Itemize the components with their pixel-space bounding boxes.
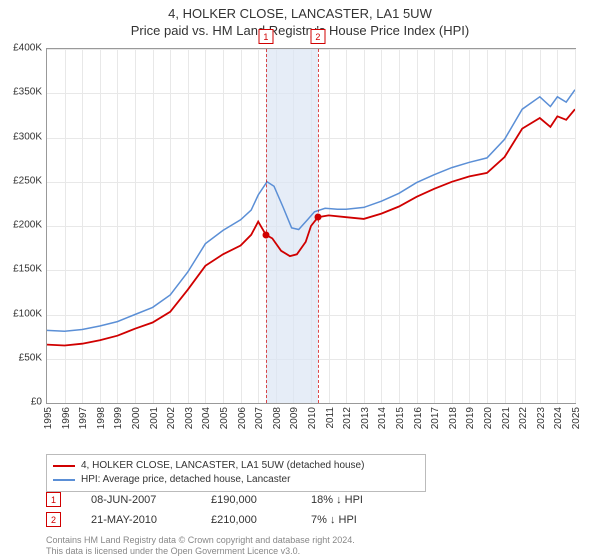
sale-delta: 7% ↓ HPI	[311, 514, 357, 526]
x-axis-label: 1998	[96, 407, 107, 429]
x-axis-label: 2007	[254, 407, 265, 429]
sale-marker-icon: 2	[46, 512, 61, 527]
sale-dot	[262, 231, 269, 238]
y-axis-label: £150K	[0, 264, 42, 275]
price-chart: 12	[46, 48, 576, 404]
x-axis-label: 2011	[325, 407, 336, 429]
sale-row: 2 21-MAY-2010 £210,000 7% ↓ HPI	[46, 512, 363, 527]
sale-price: £190,000	[211, 494, 281, 506]
x-axis-label: 2015	[395, 407, 406, 429]
legend-swatch	[53, 479, 75, 481]
x-axis-label: 2013	[360, 407, 371, 429]
sale-date: 08-JUN-2007	[91, 494, 181, 506]
x-axis-label: 2000	[131, 407, 142, 429]
x-axis-label: 2017	[430, 407, 441, 429]
sale-price: £210,000	[211, 514, 281, 526]
x-axis-label: 2006	[237, 407, 248, 429]
x-axis-label: 2004	[201, 407, 212, 429]
legend-label: HPI: Average price, detached house, Lanc…	[81, 473, 290, 487]
sales-table: 1 08-JUN-2007 £190,000 18% ↓ HPI 2 21-MA…	[46, 492, 363, 532]
x-axis-label: 2022	[518, 407, 529, 429]
x-axis-label: 2003	[184, 407, 195, 429]
x-axis-label: 2018	[448, 407, 459, 429]
y-axis-label: £250K	[0, 175, 42, 186]
sale-marker-chart: 1	[258, 29, 273, 44]
y-axis-label: £400K	[0, 43, 42, 54]
footer-line2: This data is licensed under the Open Gov…	[46, 546, 355, 557]
y-axis-label: £0	[0, 397, 42, 408]
x-axis-label: 2021	[501, 407, 512, 429]
x-axis-label: 1996	[61, 407, 72, 429]
y-axis-label: £300K	[0, 131, 42, 142]
legend: 4, HOLKER CLOSE, LANCASTER, LA1 5UW (det…	[46, 454, 426, 492]
x-axis-label: 2023	[536, 407, 547, 429]
x-axis-label: 2005	[219, 407, 230, 429]
legend-swatch	[53, 465, 75, 467]
sale-row: 1 08-JUN-2007 £190,000 18% ↓ HPI	[46, 492, 363, 507]
y-axis-label: £100K	[0, 308, 42, 319]
footer-attribution: Contains HM Land Registry data © Crown c…	[46, 535, 355, 557]
x-axis-label: 2002	[166, 407, 177, 429]
sale-vline	[266, 49, 267, 403]
legend-item: HPI: Average price, detached house, Lanc…	[53, 473, 419, 487]
y-axis-label: £350K	[0, 87, 42, 98]
x-axis-label: 2025	[571, 407, 582, 429]
x-axis-label: 2016	[413, 407, 424, 429]
sale-date: 21-MAY-2010	[91, 514, 181, 526]
y-axis-label: £50K	[0, 352, 42, 363]
legend-label: 4, HOLKER CLOSE, LANCASTER, LA1 5UW (det…	[81, 459, 364, 473]
title-address: 4, HOLKER CLOSE, LANCASTER, LA1 5UW	[0, 6, 600, 21]
footer-line1: Contains HM Land Registry data © Crown c…	[46, 535, 355, 546]
x-axis-label: 2020	[483, 407, 494, 429]
x-axis-label: 2009	[289, 407, 300, 429]
x-axis-label: 2014	[377, 407, 388, 429]
x-axis-label: 2019	[465, 407, 476, 429]
x-axis-label: 1995	[43, 407, 54, 429]
x-axis-label: 2012	[342, 407, 353, 429]
hpi-line	[47, 90, 575, 332]
x-axis-label: 2010	[307, 407, 318, 429]
sale-dot	[314, 214, 321, 221]
x-axis-label: 2001	[149, 407, 160, 429]
x-axis-label: 2024	[553, 407, 564, 429]
y-axis-label: £200K	[0, 220, 42, 231]
title-subtitle: Price paid vs. HM Land Registry's House …	[0, 23, 600, 38]
x-axis-label: 1997	[78, 407, 89, 429]
legend-item: 4, HOLKER CLOSE, LANCASTER, LA1 5UW (det…	[53, 459, 419, 473]
sale-vline	[318, 49, 319, 403]
property-line	[47, 109, 575, 345]
x-axis-label: 1999	[113, 407, 124, 429]
chart-title: 4, HOLKER CLOSE, LANCASTER, LA1 5UW Pric…	[0, 0, 600, 38]
sale-marker-chart: 2	[310, 29, 325, 44]
sale-marker-icon: 1	[46, 492, 61, 507]
sale-delta: 18% ↓ HPI	[311, 494, 363, 506]
x-axis-label: 2008	[272, 407, 283, 429]
